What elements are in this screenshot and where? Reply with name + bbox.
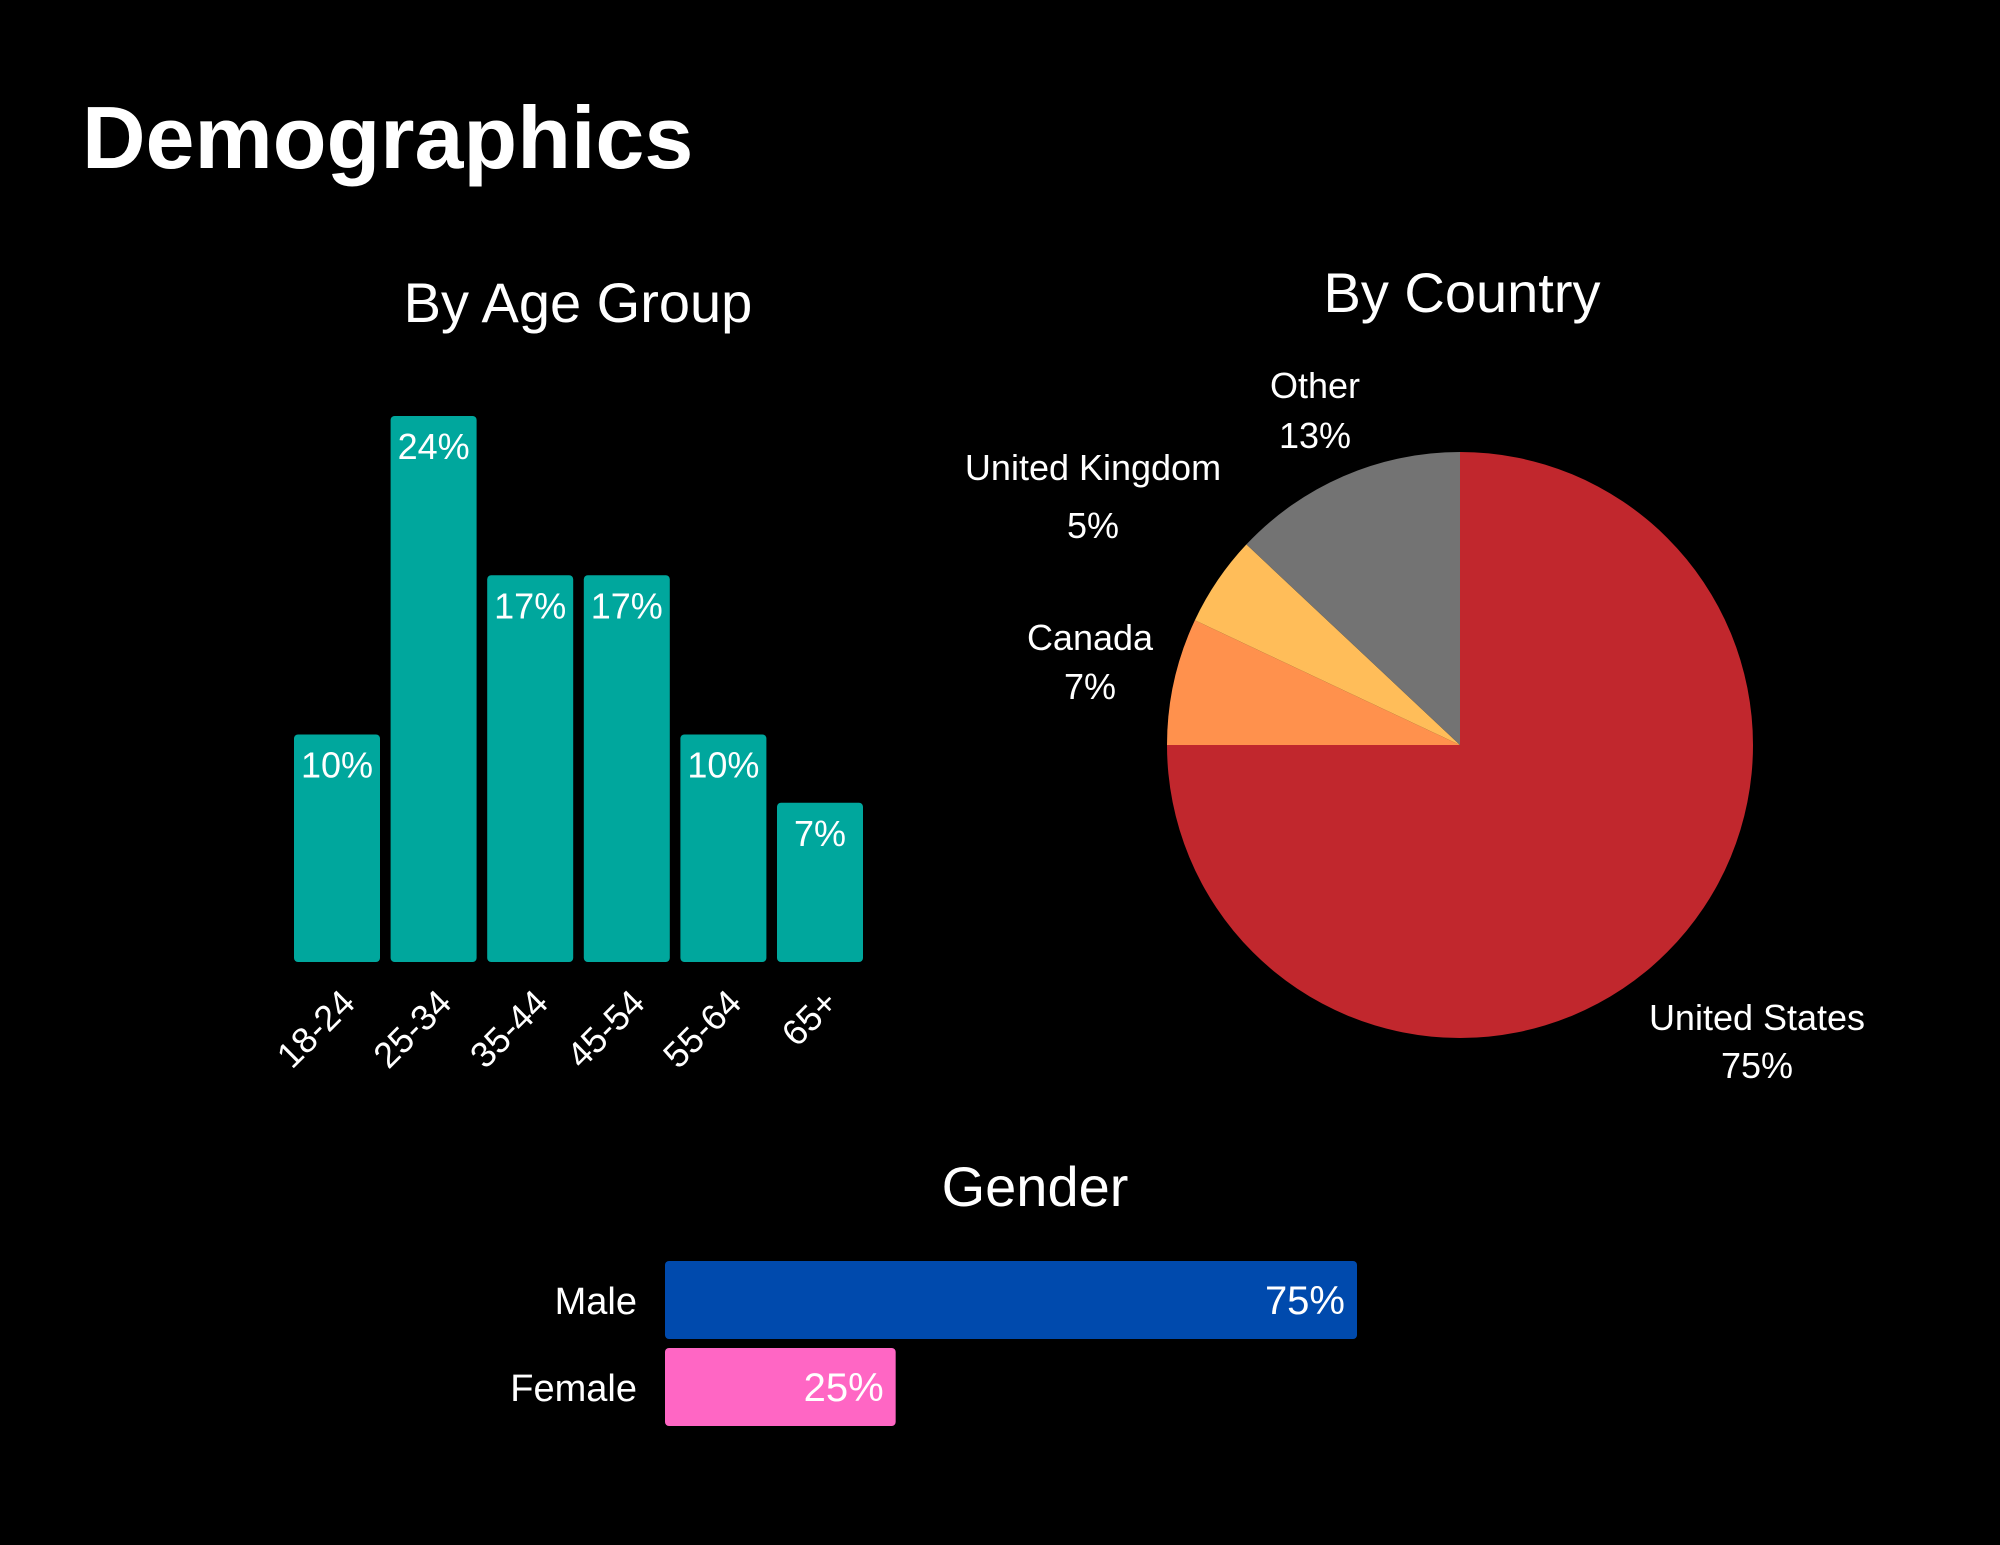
age-chart-title: By Age Group xyxy=(404,271,753,334)
age-bar-value-label: 17% xyxy=(494,585,566,626)
age-bar-25-34 xyxy=(390,416,477,962)
gender-value-label: 25% xyxy=(804,1366,884,1410)
gender-category-label: Male xyxy=(555,1281,637,1323)
pie-label-value: 7% xyxy=(1064,666,1116,707)
pie-label-name: Canada xyxy=(1027,617,1154,658)
age-chart: By Age Group 10% 18-24 24% 25-34 17% 35-44 17%… xyxy=(269,271,863,1076)
age-tick-label: 18-24 xyxy=(269,982,363,1076)
age-tick-label: 45-54 xyxy=(558,982,652,1076)
age-bar-value-label: 17% xyxy=(591,585,663,626)
gender-bar-male xyxy=(665,1261,1357,1339)
pie-label-name: United States xyxy=(1649,997,1865,1038)
age-bar-18-24 xyxy=(294,734,380,962)
pie-label-value: 5% xyxy=(1067,505,1119,546)
age-bar-35-44 xyxy=(487,575,574,962)
pie-label-value: 75% xyxy=(1721,1045,1793,1086)
age-bar-value-label: 10% xyxy=(301,745,373,786)
country-pie: United States 75% Canada 7% United Kingdom 5%… xyxy=(965,365,1865,1086)
age-bar-value-label: 24% xyxy=(398,426,470,467)
pie-label-name: United Kingdom xyxy=(965,447,1221,488)
gender-category-label: Female xyxy=(510,1368,637,1410)
country-chart: By Country United States75%Canada7%Unite… xyxy=(965,261,1865,1086)
age-tick-label: 55-64 xyxy=(655,982,749,1076)
gender-value-label: 75% xyxy=(1265,1279,1345,1323)
age-bar-value-label: 10% xyxy=(687,745,759,786)
age-bar-65+ xyxy=(777,802,863,962)
gender-bar-female xyxy=(665,1348,896,1426)
gender-bars: Male 75% Female 25% xyxy=(510,1261,1357,1426)
gender-chart: Gender Male 75% Female 25% xyxy=(510,1155,1357,1426)
age-bars: 10% 18-24 24% 25-34 17% 35-44 17% 45-54 10% 55-64… xyxy=(269,416,863,1076)
age-tick-label: 65+ xyxy=(773,982,845,1054)
gender-chart-title: Gender xyxy=(942,1155,1129,1218)
country-chart-title: By Country xyxy=(1324,261,1601,324)
pie-slice-other xyxy=(1246,452,1460,745)
pie-slice-canada xyxy=(1167,620,1460,745)
age-bar-45-54 xyxy=(583,575,670,962)
age-tick-label: 35-44 xyxy=(462,982,556,1076)
age-bar-value-label: 7% xyxy=(794,813,846,854)
pie-slice-united-kingdom xyxy=(1194,544,1460,745)
page-title: Demographics xyxy=(82,88,693,187)
age-tick-label: 25-34 xyxy=(365,982,459,1076)
age-bar-55-64 xyxy=(680,734,767,962)
pie-label-value: 13% xyxy=(1279,415,1351,456)
pie-label-name: Other xyxy=(1270,365,1360,406)
